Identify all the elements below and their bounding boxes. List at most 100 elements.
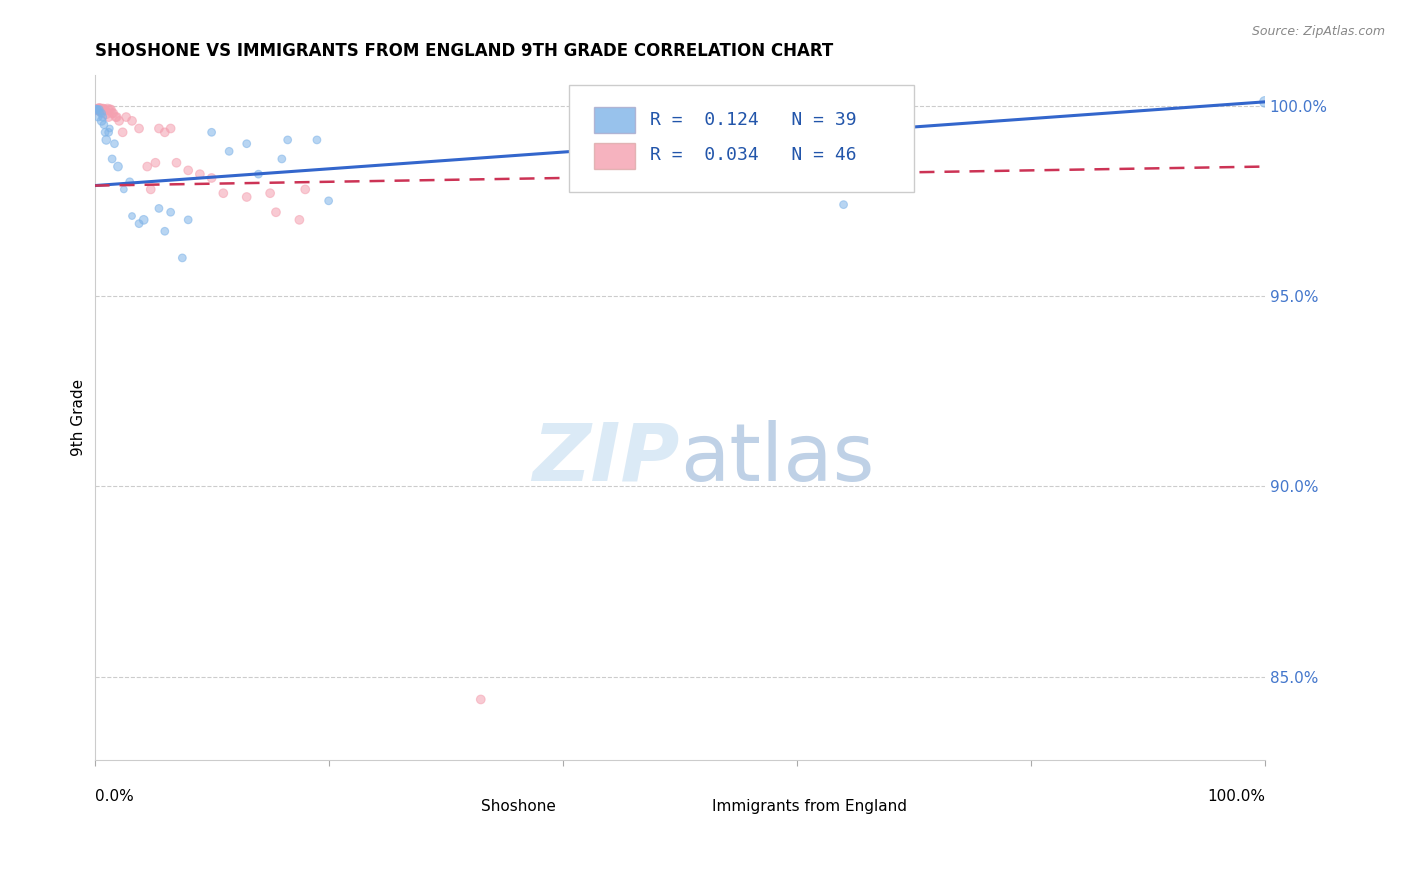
Point [103, 106, 125, 120]
Point [136, 160, 159, 174]
FancyBboxPatch shape [595, 143, 636, 169]
Point [121, 114, 143, 128]
Point [121, 209, 143, 223]
Point [318, 194, 340, 208]
Point [94, 103, 117, 117]
FancyBboxPatch shape [595, 107, 636, 134]
Point [89, 103, 111, 117]
Point [98, 103, 121, 117]
Point [87, 103, 110, 117]
Point [104, 110, 127, 124]
Point [93, 103, 115, 117]
Point [91, 103, 114, 117]
Point [177, 212, 200, 227]
Point [153, 125, 176, 139]
Point [832, 197, 855, 211]
Point [128, 121, 150, 136]
Point [247, 167, 270, 181]
Point [751, 178, 773, 193]
Point [177, 163, 200, 178]
Point [90, 106, 112, 120]
Point [166, 155, 188, 169]
FancyBboxPatch shape [568, 86, 914, 192]
Point [111, 125, 134, 139]
Y-axis label: 9th Grade: 9th Grade [72, 379, 86, 457]
Point [89, 103, 111, 117]
Point [107, 160, 129, 174]
Point [294, 182, 316, 196]
Point [91, 110, 114, 124]
Point [108, 114, 131, 128]
Point [470, 692, 492, 706]
Point [218, 145, 240, 159]
Point [89, 106, 111, 120]
Text: ZIP: ZIP [533, 420, 679, 498]
Point [288, 212, 311, 227]
Point [212, 186, 235, 201]
FancyBboxPatch shape [434, 798, 471, 817]
Point [159, 205, 181, 219]
Point [188, 167, 211, 181]
Point [100, 103, 122, 117]
Point [98, 121, 121, 136]
FancyBboxPatch shape [665, 798, 703, 817]
Point [200, 171, 222, 186]
Point [89, 103, 111, 117]
Text: 0.0%: 0.0% [94, 789, 134, 805]
Point [96, 103, 118, 117]
Point [93, 118, 115, 132]
Point [259, 186, 281, 201]
Point [270, 152, 292, 166]
Text: Source: ZipAtlas.com: Source: ZipAtlas.com [1251, 25, 1385, 38]
Point [148, 202, 170, 216]
Text: SHOSHONE VS IMMIGRANTS FROM ENGLAND 9TH GRADE CORRELATION CHART: SHOSHONE VS IMMIGRANTS FROM ENGLAND 9TH … [94, 42, 832, 60]
Point [139, 182, 162, 196]
Text: 100.0%: 100.0% [1206, 789, 1265, 805]
Point [86, 103, 108, 117]
Point [235, 136, 257, 151]
Point [87, 103, 110, 117]
Point [90, 114, 112, 128]
Point [101, 152, 124, 166]
Text: Immigrants from England: Immigrants from England [713, 799, 907, 814]
Point [97, 110, 120, 124]
Point [89, 103, 111, 117]
Text: R =  0.124   N = 39: R = 0.124 N = 39 [651, 111, 858, 128]
Point [797, 171, 820, 186]
Text: atlas: atlas [679, 420, 875, 498]
Point [97, 125, 120, 139]
Point [96, 133, 118, 147]
Point [786, 106, 808, 120]
Point [86, 103, 108, 117]
Point [1254, 95, 1277, 109]
Text: R =  0.034   N = 46: R = 0.034 N = 46 [651, 146, 858, 164]
Point [264, 205, 287, 219]
Point [118, 175, 141, 189]
Point [90, 103, 112, 117]
Point [128, 217, 150, 231]
Point [94, 125, 117, 139]
Point [305, 133, 328, 147]
Point [235, 190, 257, 204]
Point [200, 125, 222, 139]
Point [172, 251, 194, 265]
Point [148, 121, 170, 136]
Point [84, 103, 107, 117]
Point [132, 212, 155, 227]
Point [145, 155, 167, 169]
Point [101, 106, 124, 120]
Point [96, 106, 118, 120]
Point [87, 103, 110, 117]
Point [153, 224, 176, 238]
Point [91, 103, 114, 117]
Point [277, 133, 299, 147]
Point [112, 182, 135, 196]
Text: Shoshone: Shoshone [481, 799, 555, 814]
Point [84, 103, 107, 117]
Point [89, 103, 111, 117]
Point [105, 110, 128, 124]
Point [87, 110, 110, 124]
Point [115, 110, 138, 124]
Point [86, 103, 108, 117]
Point [103, 136, 125, 151]
